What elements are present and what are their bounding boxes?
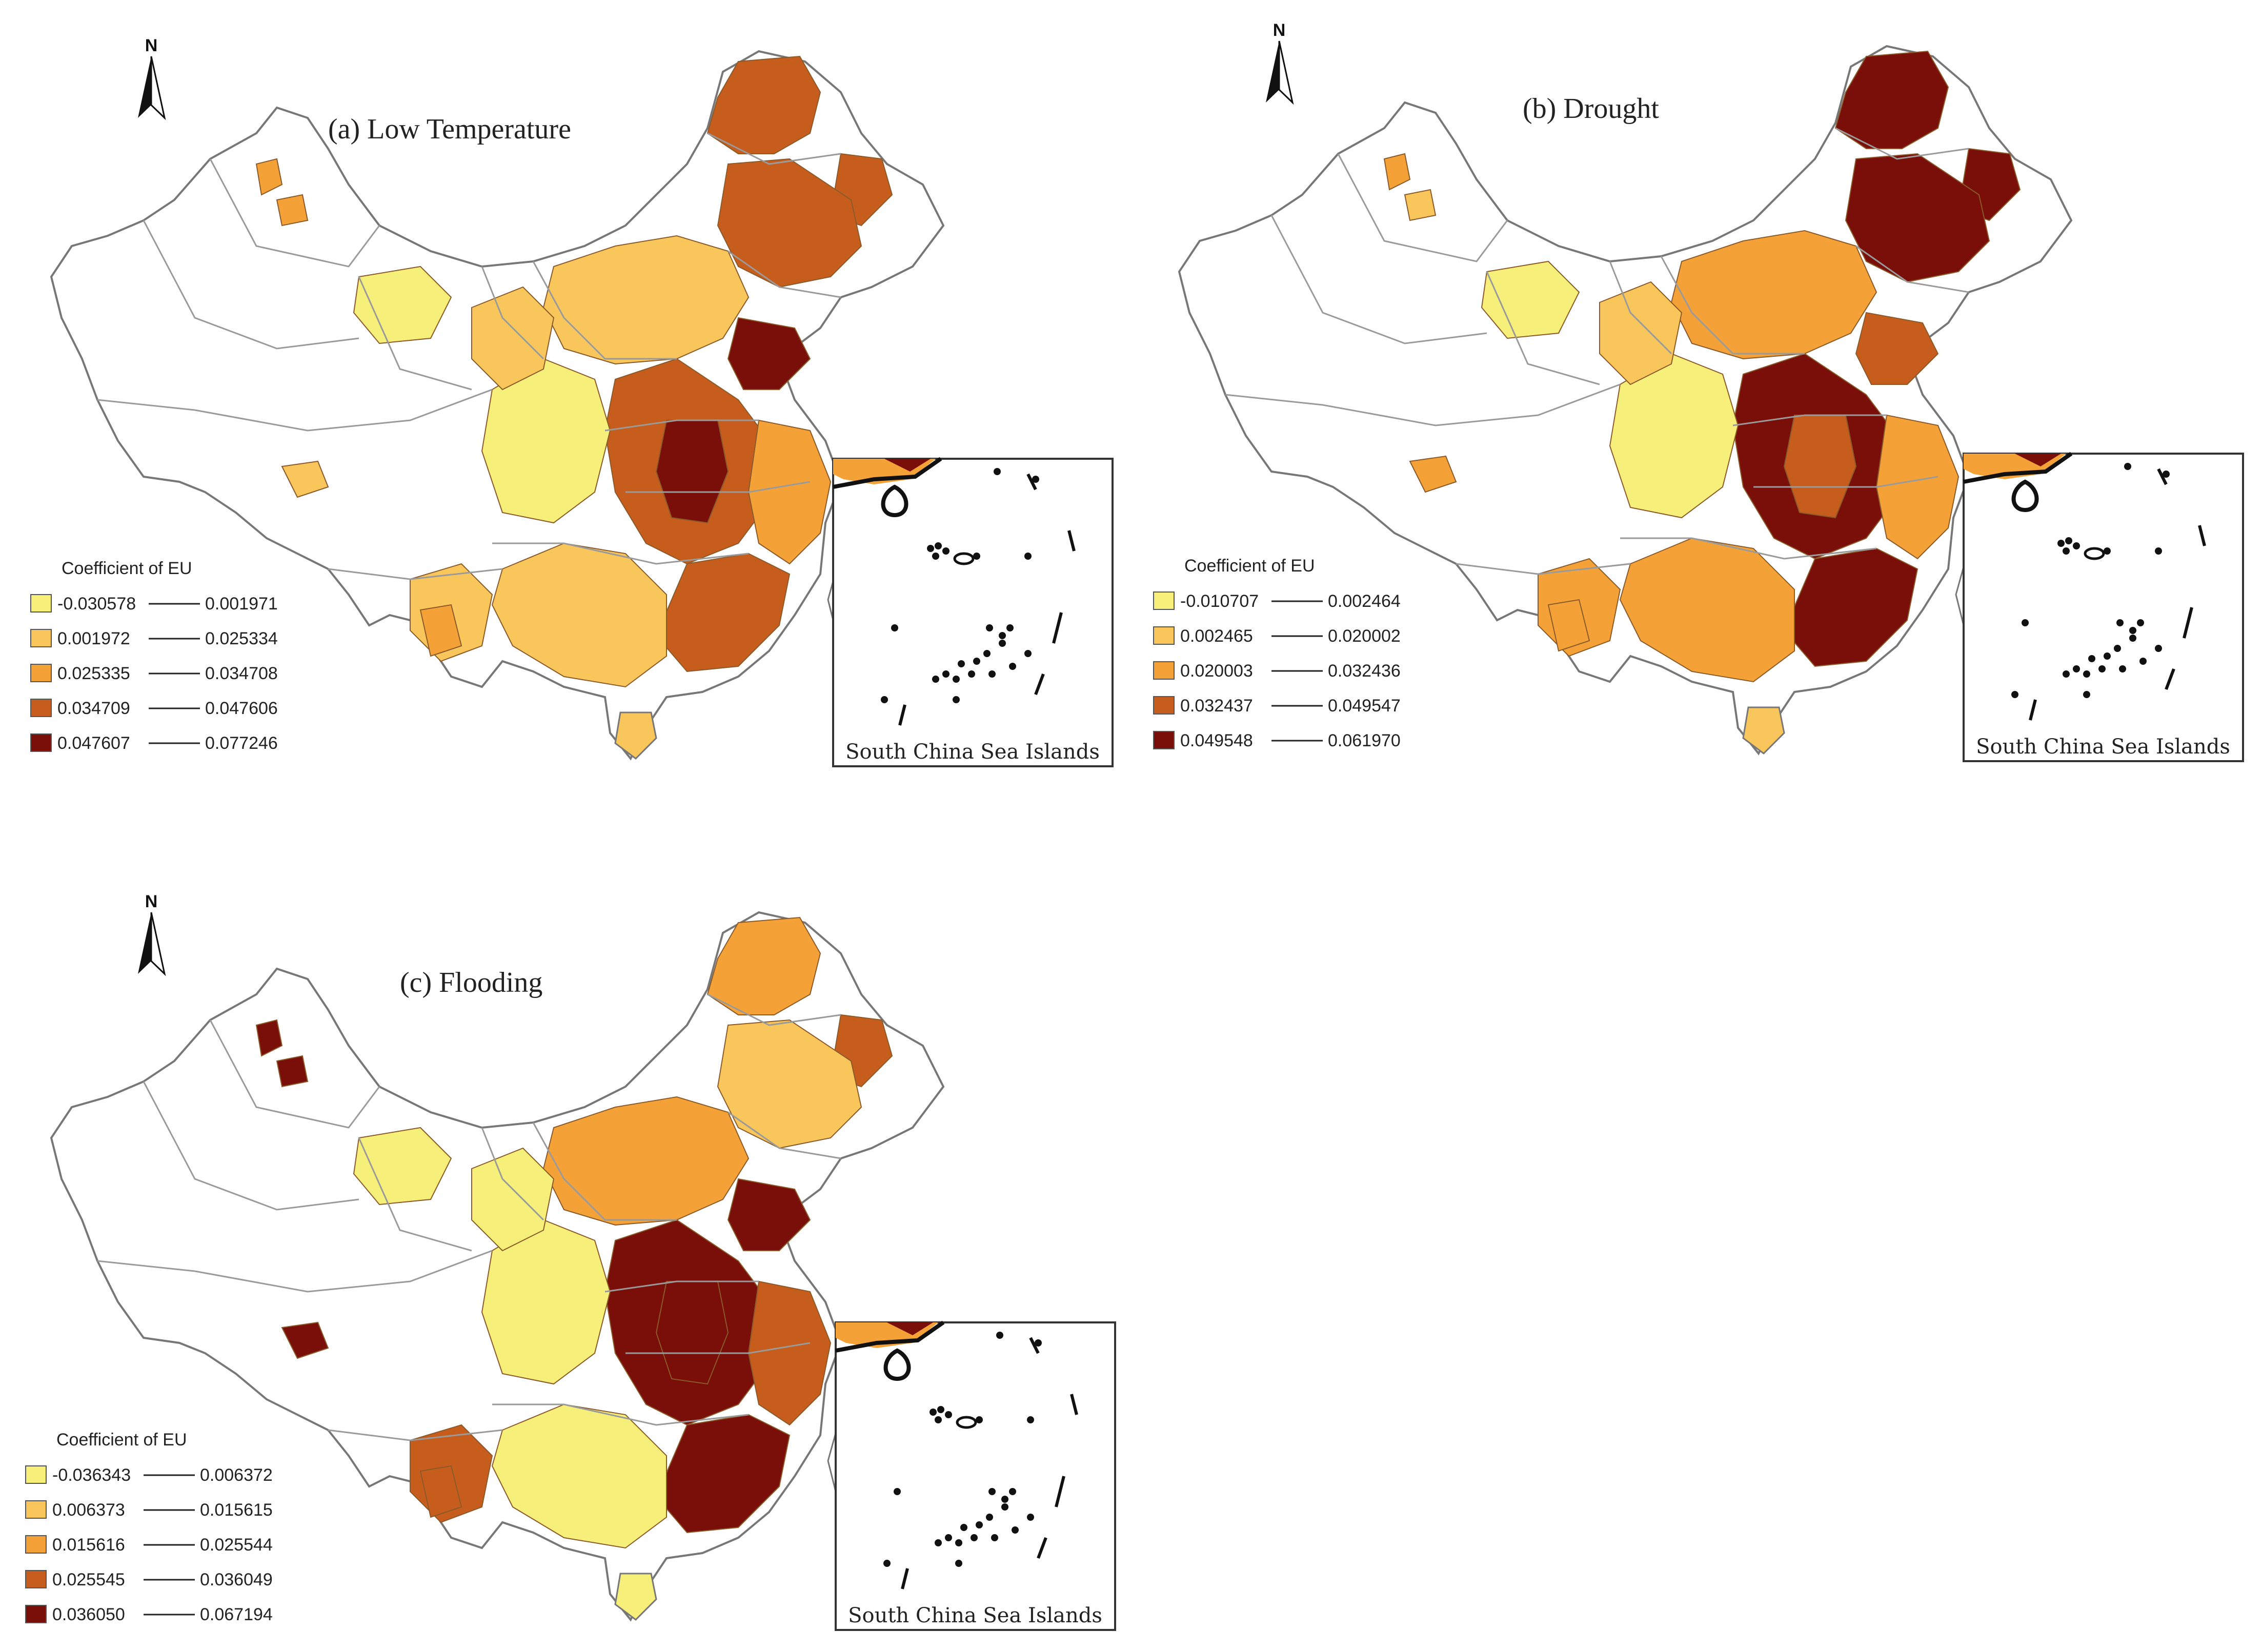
map-title: (a) Low Temperature	[328, 113, 571, 145]
legend-to: 0.001971	[205, 594, 278, 614]
inset-south-china-sea: South China Sea Islands	[832, 457, 1114, 767]
legend-to: 0.025334	[205, 629, 278, 648]
legend-to: 0.047606	[205, 699, 278, 718]
legend-item: 0.049548 0.061970	[1153, 731, 1401, 750]
legend-item: -0.030578 0.001971	[30, 594, 278, 614]
legend-swatch	[30, 664, 52, 682]
legend-from: 0.001972	[57, 629, 130, 648]
legend-item: 0.015616 0.025544	[25, 1535, 273, 1555]
map-panel-drought	[1178, 45, 2072, 754]
legend: Coefficient of EU -0.010707 0.002464 0.0024…	[1153, 556, 1401, 750]
map-overlays: (a) Low Temperature N Coefficient of EU -0.…	[25, 21, 2244, 1631]
legend-to: 0.032436	[1328, 661, 1401, 681]
legend-swatch	[25, 1500, 47, 1519]
legend-swatch	[1153, 592, 1175, 610]
legend-from: -0.010707	[1180, 592, 1259, 611]
legend-to: 0.020002	[1328, 626, 1401, 646]
legend-swatch	[1153, 731, 1175, 749]
legend-item: 0.006373 0.015615	[25, 1500, 273, 1520]
legend-to: 0.034708	[205, 664, 278, 683]
north-arrow-icon: N	[1266, 21, 1294, 105]
north-arrow-icon: N	[138, 892, 166, 976]
map-panel-flooding	[50, 911, 944, 1621]
legend-from: 0.049548	[1180, 731, 1253, 750]
legend-item: 0.002465 0.020002	[1153, 626, 1401, 646]
legend-item: -0.036343 0.006372	[25, 1465, 273, 1485]
legend-item: -0.010707 0.002464	[1153, 592, 1401, 611]
legend-swatch	[1153, 661, 1175, 680]
legend-swatch	[30, 594, 52, 613]
legend-from: -0.036343	[52, 1465, 131, 1485]
legend-swatch	[25, 1570, 47, 1588]
legend-swatch	[30, 733, 52, 752]
legend-title: Coefficient of EU	[62, 559, 192, 578]
legend-from: 0.034709	[57, 699, 130, 718]
map-title: (b) Drought	[1523, 93, 1659, 125]
legend: Coefficient of EU -0.030578 0.001971 0.0019…	[30, 559, 278, 753]
map-title: (c) Flooding	[400, 967, 542, 998]
legend-item: 0.025335 0.034708	[30, 664, 278, 683]
legend-to: 0.036049	[200, 1570, 273, 1589]
legend-item: 0.036050 0.067194	[25, 1605, 273, 1624]
legend-item: 0.025545 0.036049	[25, 1570, 273, 1589]
legend: Coefficient of EU -0.036343 0.006372 0.0063…	[25, 1430, 273, 1624]
legend-title: Coefficient of EU	[56, 1430, 187, 1450]
legend-from: 0.020003	[1180, 661, 1253, 681]
inset-label: South China Sea Islands	[848, 1604, 1102, 1627]
legend-to: 0.061970	[1328, 731, 1401, 750]
north-label: N	[1273, 21, 1286, 40]
inset-south-china-sea: South China Sea Islands	[1963, 452, 2244, 762]
legend-item: 0.047607 0.077246	[30, 733, 278, 753]
legend-from: 0.015616	[52, 1535, 125, 1555]
legend-to: 0.049547	[1328, 696, 1401, 716]
legend-to: 0.067194	[200, 1605, 273, 1624]
inset-label: South China Sea Islands	[845, 740, 1100, 764]
inset-label: South China Sea Islands	[1976, 735, 2230, 759]
legend-item: 0.020003 0.032436	[1153, 661, 1401, 681]
legend-from: 0.002465	[1180, 626, 1253, 646]
legend-from: 0.047607	[57, 733, 130, 753]
north-arrow-icon: N	[138, 36, 166, 120]
legend-to: 0.077246	[205, 733, 278, 753]
legend-swatch	[30, 699, 52, 717]
legend-from: 0.025545	[52, 1570, 125, 1589]
legend-swatch	[1153, 626, 1175, 645]
legend-from: 0.025335	[57, 664, 130, 683]
legend-to: 0.002464	[1328, 592, 1401, 611]
legend-item: 0.032437 0.049547	[1153, 696, 1401, 716]
legend-to: 0.015615	[200, 1500, 273, 1520]
legend-swatch	[30, 629, 52, 647]
legend-swatch	[25, 1535, 47, 1554]
legend-from: -0.030578	[57, 594, 136, 614]
legend-from: 0.006373	[52, 1500, 125, 1520]
map-panel-low-temperature	[50, 50, 944, 760]
legend-swatch	[1153, 696, 1175, 715]
north-label: N	[145, 36, 158, 55]
legend-to: 0.006372	[200, 1465, 273, 1485]
legend-swatch	[25, 1605, 47, 1623]
inset-south-china-sea: South China Sea Islands	[835, 1320, 1116, 1631]
north-label: N	[145, 892, 158, 911]
legend-item: 0.034709 0.047606	[30, 699, 278, 718]
legend-item: 0.001972 0.025334	[30, 629, 278, 648]
legend-to: 0.025544	[200, 1535, 273, 1555]
legend-from: 0.036050	[52, 1605, 125, 1624]
legend-title: Coefficient of EU	[1184, 556, 1315, 576]
legend-swatch	[25, 1465, 47, 1484]
legend-from: 0.032437	[1180, 696, 1253, 716]
